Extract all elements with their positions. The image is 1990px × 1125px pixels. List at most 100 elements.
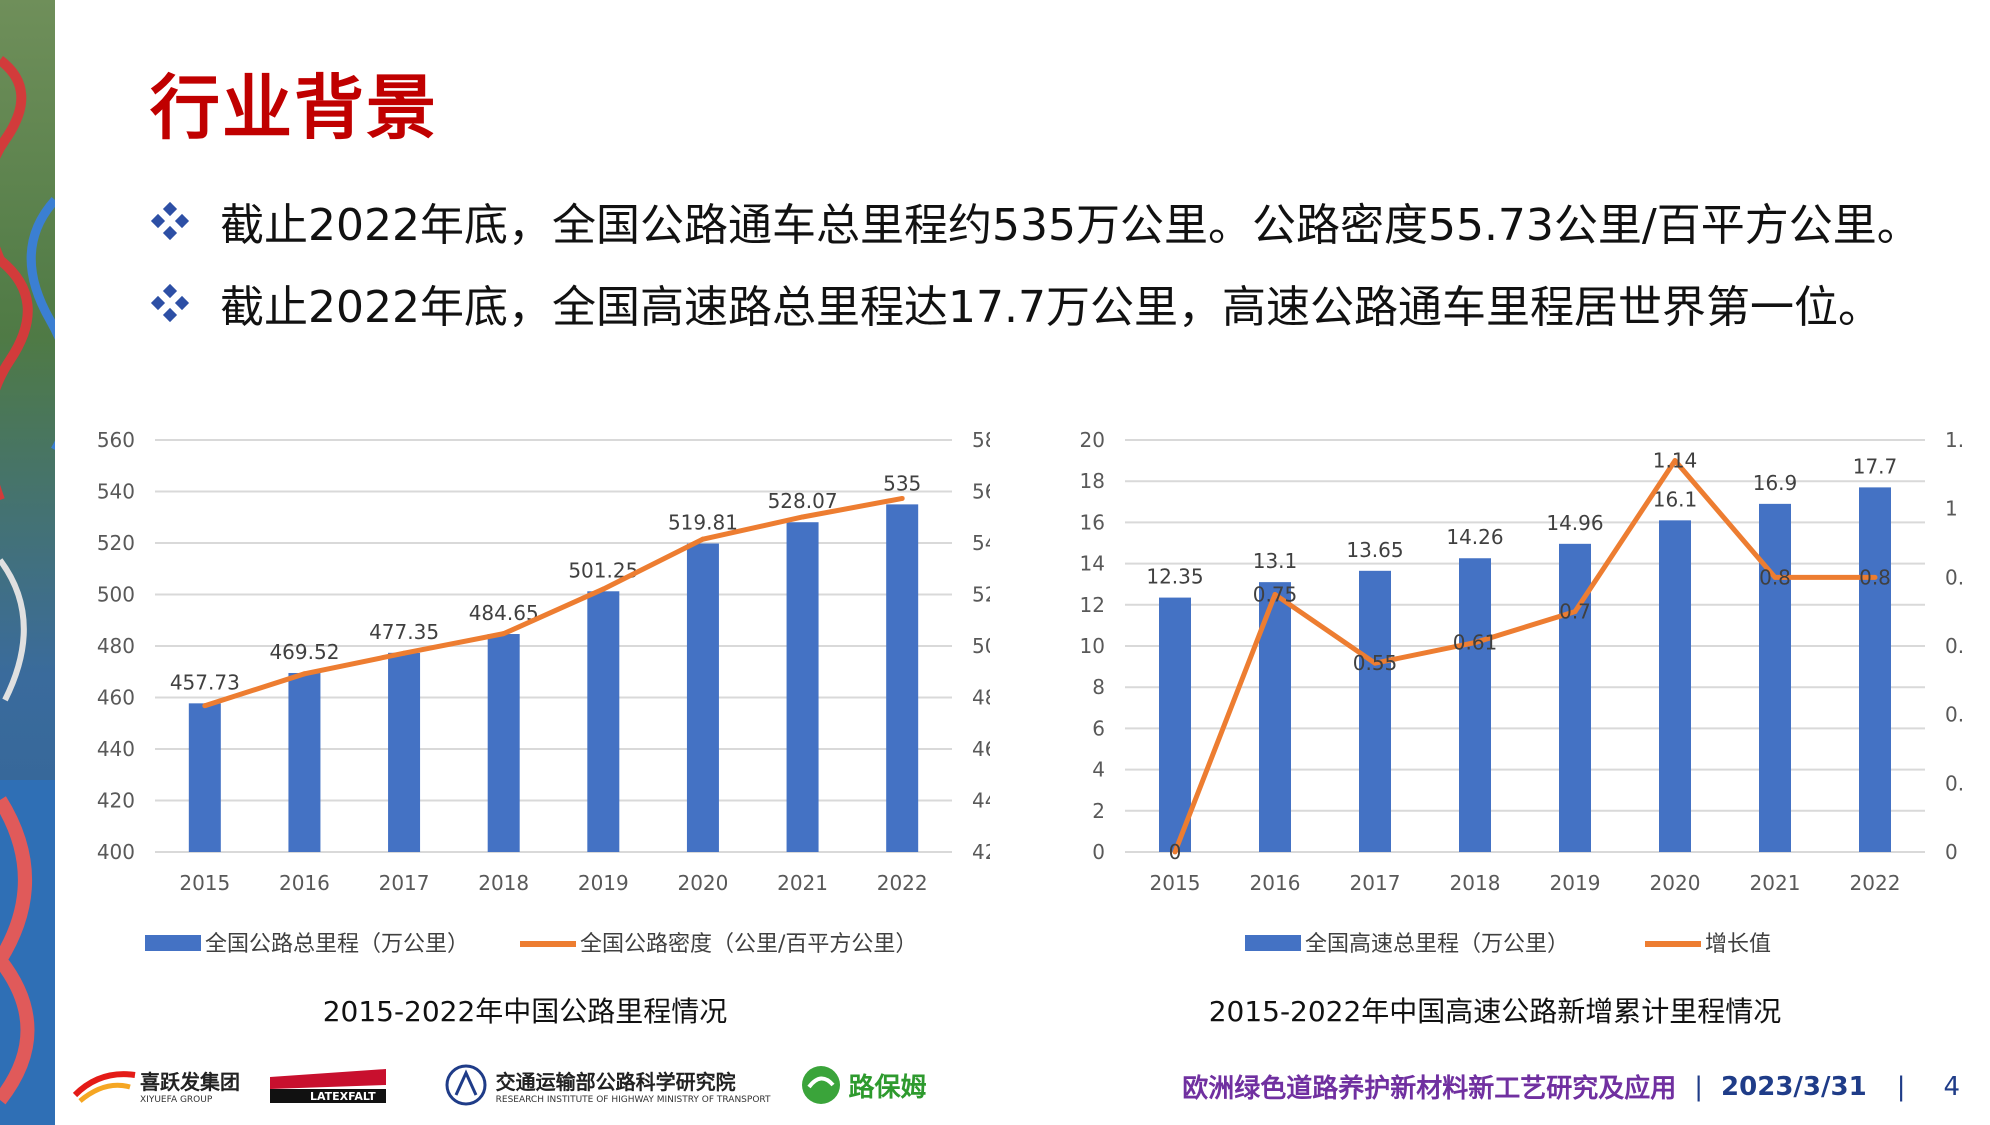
xiyuefa-logo-text: 喜跃发集团 (140, 1069, 240, 1094)
rioh-logo-sub: RESEARCH INSTITUTE OF HIGHWAY MINISTRY O… (495, 1094, 771, 1105)
y-tick-label-right: 0.8 (1945, 565, 1965, 589)
y-tick-label-right: 52 (972, 583, 990, 607)
bullet-item: 截止2022年底，全国公路通车总里程约535万公里。公路密度55.73公里/百平… (150, 180, 1970, 262)
latexfalt-logo: LATEXFALT (268, 1065, 386, 1105)
bar-data-label: 14.26 (1446, 525, 1503, 549)
line-point (1572, 609, 1578, 615)
xiyuefa-logo: 喜跃发集团 XIYUEFA GROUP (70, 1065, 240, 1105)
bar (886, 504, 919, 852)
line-data-label: 0.61 (1453, 631, 1498, 655)
y-tick-label-right: 42 (972, 840, 990, 864)
bar (1359, 570, 1391, 852)
lubaoyang-logo-text: 路保姆 (848, 1072, 927, 1103)
y-tick-label-left: 12 (1080, 593, 1105, 617)
bar (587, 591, 620, 852)
xiyuefa-logo-sub: XIYUEFA GROUP (140, 1094, 213, 1105)
bar-data-label: 14.96 (1546, 511, 1603, 535)
bar (288, 672, 321, 852)
x-tick-label: 2020 (1650, 871, 1701, 895)
bar-data-label: 469.52 (269, 640, 339, 664)
y-tick-label-left: 4 (1092, 758, 1105, 782)
x-tick-label: 2015 (179, 871, 230, 895)
y-tick-label-left: 420 (97, 789, 135, 813)
bar (1559, 543, 1591, 852)
legend-bar-swatch (1245, 935, 1301, 951)
page-number: 4 (1943, 1071, 1960, 1102)
y-tick-label-right: 1 (1945, 497, 1958, 521)
bar-data-label: 13.65 (1346, 538, 1403, 562)
x-tick-label: 2019 (1550, 871, 1601, 895)
chart-caption-right: 2015-2022年中国高速公路新增累计里程情况 (1208, 995, 1782, 1028)
x-tick-label: 2019 (578, 871, 629, 895)
rioh-logo: 交通运输部公路科学研究院 RESEARCH INSTITUTE OF HIGHW… (444, 1063, 771, 1107)
bar-data-label: 535 (883, 471, 921, 495)
x-tick-label: 2021 (1750, 871, 1801, 895)
page-title: 行业背景 (150, 67, 438, 149)
diamond-bullet-icon (150, 201, 190, 241)
x-tick-label: 2017 (379, 871, 430, 895)
bar (388, 652, 421, 852)
bar (487, 634, 520, 852)
y-tick-label-left: 2 (1092, 799, 1105, 823)
y-tick-label-left: 540 (97, 480, 135, 504)
y-tick-label-right: 44 (972, 789, 990, 813)
bar (786, 522, 819, 852)
line-point (1172, 849, 1178, 855)
bullet-item: 截止2022年底，全国高速路总里程达17.7万公里，高速公路通车里程居世界第一位… (150, 262, 1970, 344)
x-tick-label: 2018 (478, 871, 529, 895)
footer-logos: 喜跃发集团 XIYUEFA GROUP LATEXFALT 交通运输部公路科学研… (70, 1060, 955, 1110)
x-tick-label: 2022 (877, 871, 928, 895)
line-point (301, 671, 307, 677)
bullet-text: 截止2022年底，全国公路通车总里程约535万公里。公路密度55.73公里/百平… (220, 200, 1921, 251)
x-tick-label: 2021 (777, 871, 828, 895)
x-tick-label: 2022 (1850, 871, 1901, 895)
y-tick-label-right: 0.2 (1945, 771, 1965, 795)
line-point (501, 631, 507, 637)
bar (188, 703, 221, 852)
expressway-mileage-chart: 0 2 4 6 8 10 12 14 16 18 20 0 0.2 0.4 0.6 0.8 1 1.2 2015 12… (1080, 428, 1965, 957)
y-tick-label-left: 16 (1080, 510, 1105, 534)
bar-data-label: 17.7 (1853, 454, 1898, 478)
legend-line-label: 增长值 (1705, 932, 1771, 957)
line-series (1172, 458, 1875, 853)
y-tick-label-right: 48 (972, 686, 990, 710)
line-point (401, 650, 407, 656)
chart-caption-left: 2015-2022年中国公路里程情况 (322, 995, 728, 1028)
legend-bar-label: 全国高速总里程（万公里） (1305, 932, 1569, 957)
bar-data-label: 477.35 (369, 620, 439, 644)
y-tick-label-left: 6 (1092, 716, 1105, 740)
bar-data-label: 16.9 (1753, 471, 1798, 495)
y-tick-label-right: 0.6 (1945, 634, 1965, 658)
diamond-bullet-icon (150, 283, 190, 323)
line-point (1872, 574, 1878, 580)
footer-date: 2023/3/31 (1721, 1071, 1867, 1102)
bar (1859, 487, 1891, 852)
highway-mileage-chart: 400 420 440 460 480 500 520 540 560 42 44 46 48 50 52 5… (97, 428, 990, 957)
line-point (1372, 660, 1378, 666)
y-tick-label-right: 54 (972, 531, 990, 555)
footer-divider: | (1896, 1071, 1906, 1102)
lubaoyang-logo-icon (801, 1066, 840, 1104)
xiyuefa-logo-icon (72, 1071, 136, 1103)
y-tick-label-left: 20 (1080, 428, 1105, 452)
bar (1759, 503, 1791, 852)
bar-data-label: 16.1 (1653, 487, 1698, 511)
bar-data-label: 13.1 (1253, 549, 1298, 573)
y-tick-label-right: 0 (1945, 840, 1958, 864)
footer-divider: | (1694, 1071, 1704, 1102)
bullet-text: 截止2022年底，全国高速路总里程达17.7万公里，高速公路通车里程居世界第一位… (220, 282, 1882, 333)
legend-bar-label: 全国公路总里程（万公里） (205, 932, 469, 957)
y-tick-label-right: 46 (972, 737, 990, 761)
bar-data-label: 528.07 (768, 489, 838, 513)
y-tick-label-right: 1.2 (1945, 428, 1965, 452)
y-tick-label-left: 480 (97, 634, 135, 658)
line-point (202, 703, 208, 709)
rioh-logo-icon (445, 1064, 487, 1106)
y-tick-label-left: 14 (1080, 552, 1105, 576)
x-tick-label: 2016 (1250, 871, 1301, 895)
line-data-label: 0 (1169, 840, 1182, 864)
y-tick-label-left: 18 (1080, 469, 1105, 493)
latexfalt-logo-icon (270, 1069, 386, 1103)
line-point (700, 536, 706, 542)
y-tick-label-left: 500 (97, 583, 135, 607)
